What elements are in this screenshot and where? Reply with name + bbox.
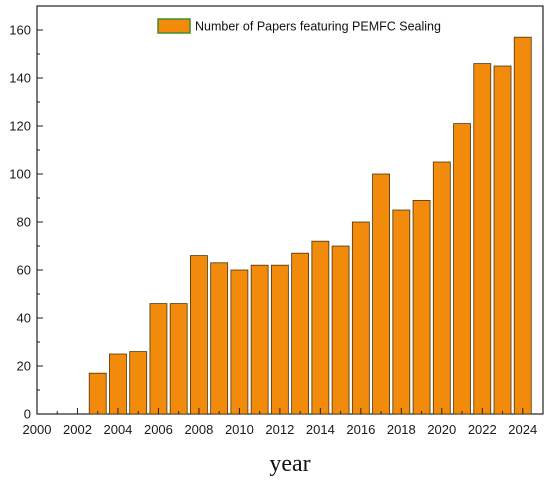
x-tick-label: 2000 (23, 422, 52, 437)
bar-2012 (270, 264, 289, 415)
bar-2016 (351, 221, 370, 415)
y-tick-label: 60 (17, 263, 31, 278)
bar-2009 (210, 262, 229, 415)
bar-2005 (129, 351, 148, 415)
bar-2024 (513, 36, 532, 415)
x-axis-title: year (269, 451, 310, 477)
bar-2008 (190, 255, 208, 415)
x-axis: 2000 2002 2004 2006 2008 2010 2012 2014 2016 2018… (23, 408, 537, 437)
y-tick-label: 120 (9, 119, 31, 134)
x-tick-label: 2008 (184, 422, 213, 437)
y-tick-label: 80 (17, 215, 31, 230)
bar-2004 (109, 353, 127, 415)
bar-2023 (493, 65, 512, 415)
y-tick-label: 0 (24, 407, 31, 422)
legend-label: Number of Papers featuring PEMFC Sealing (195, 20, 441, 34)
bar-2022 (473, 63, 492, 415)
y-tick-label: 160 (9, 23, 31, 38)
y-tick-label: 100 (9, 167, 31, 182)
bar-2011 (250, 264, 269, 415)
bar-2006 (149, 303, 168, 415)
x-tick-label: 2010 (225, 422, 254, 437)
x-tick-label: 2004 (103, 422, 132, 437)
y-tick-label: 20 (17, 359, 31, 374)
bar-2021 (453, 123, 471, 415)
x-tick-label: 2020 (427, 422, 456, 437)
bar-2007 (169, 303, 188, 415)
bar-2018 (392, 209, 411, 415)
bar-2017 (372, 173, 390, 415)
y-tick-label: 140 (9, 71, 31, 86)
bar-2010 (230, 269, 249, 415)
y-axis: 0 20 40 60 80 100 120 140 160 (9, 5, 43, 422)
x-tick-label: 2024 (508, 422, 537, 437)
bar-2003 (88, 372, 107, 415)
bar-2015 (331, 245, 350, 415)
x-tick-label: 2002 (63, 422, 92, 437)
bar-2014 (311, 240, 330, 415)
bars-group (88, 36, 532, 415)
y-tick-label: 40 (17, 311, 31, 326)
x-tick-label: 2018 (387, 422, 416, 437)
x-tick-label: 2012 (265, 422, 294, 437)
bar-2013 (291, 252, 310, 415)
x-tick-label: 2014 (306, 422, 335, 437)
x-tick-label: 2016 (346, 422, 375, 437)
legend: Number of Papers featuring PEMFC Sealing (157, 18, 441, 34)
x-tick-label: 2022 (468, 422, 497, 437)
bar-2020 (432, 161, 451, 415)
x-tick-label: 2006 (144, 422, 173, 437)
bar-2019 (412, 199, 431, 415)
legend-swatch (157, 18, 191, 34)
